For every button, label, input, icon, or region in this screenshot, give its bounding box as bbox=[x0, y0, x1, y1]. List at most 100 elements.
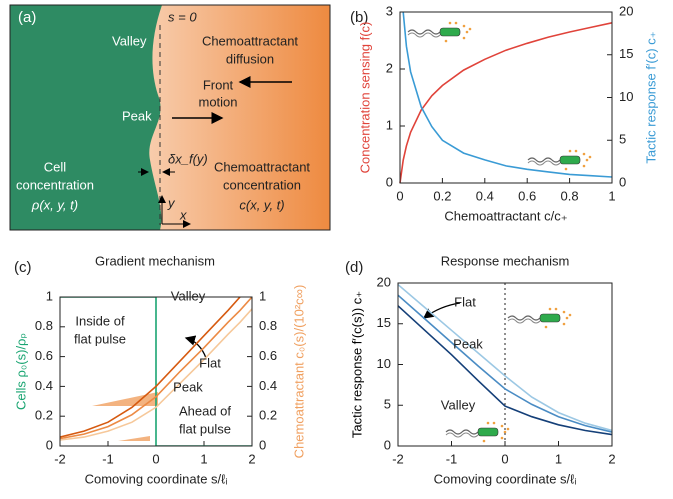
x-tick-label: 1 bbox=[555, 451, 562, 466]
plot-frame bbox=[397, 282, 613, 447]
x-axis-label: Chemoattractant c/c₊ bbox=[444, 208, 567, 223]
panel-label: (b) bbox=[350, 9, 368, 26]
y2-tick-label: 10 bbox=[619, 89, 633, 104]
line-series bbox=[60, 297, 241, 438]
x-tick-label: -1 bbox=[446, 451, 458, 466]
y-tick-label: 2 bbox=[386, 60, 393, 75]
chart-title: Response mechanism bbox=[441, 253, 570, 268]
bacterium-icon bbox=[527, 149, 592, 171]
y-tick-label: 0 bbox=[386, 174, 393, 189]
y-tick-label: 0 bbox=[384, 437, 391, 452]
x-tick-label: 0.8 bbox=[561, 188, 579, 203]
text: motion bbox=[198, 94, 237, 109]
x-axis-label: Comoving coordinate s/ℓᵢ bbox=[85, 471, 228, 486]
chart-title: Gradient mechanism bbox=[95, 253, 215, 268]
text: Valley bbox=[112, 33, 147, 48]
panel-a: (a) s = 0 Valley Chemoattractant diffusi… bbox=[9, 4, 331, 231]
bacterium-icon bbox=[445, 421, 510, 443]
y2-tick-label: 0.8 bbox=[259, 318, 277, 333]
x-tick-label: 0 bbox=[501, 451, 508, 466]
y2-tick-label: 1 bbox=[259, 288, 266, 303]
bacterium-icon bbox=[507, 307, 572, 329]
x-tick-label: 2 bbox=[608, 451, 615, 466]
annotation: Peak bbox=[453, 336, 483, 351]
gradient-triangle bbox=[118, 436, 150, 441]
y-axis-label: Concentration sensing f(c) bbox=[357, 22, 372, 174]
annotation: Flat bbox=[454, 294, 476, 309]
cell-region bbox=[10, 5, 162, 230]
y2-axis-label: Tactic response f′(c) c₊ bbox=[643, 31, 658, 163]
y-tick-label: 1 bbox=[386, 117, 393, 132]
y2-tick-label: 0 bbox=[259, 437, 266, 452]
x-tick-label: 0 bbox=[396, 188, 403, 203]
x-tick-label: 0.4 bbox=[476, 188, 494, 203]
line-series bbox=[398, 305, 612, 436]
x-tick-label: 1 bbox=[200, 451, 207, 466]
x-tick-label: -1 bbox=[102, 451, 114, 466]
text: concentration bbox=[16, 177, 94, 192]
panel-label: (a) bbox=[18, 9, 36, 26]
x-tick-label: -2 bbox=[392, 451, 404, 466]
text: Cell bbox=[44, 159, 67, 174]
line-series bbox=[60, 308, 252, 441]
text: ρ(x, y, t) bbox=[31, 197, 78, 212]
y2-tick-label: 20 bbox=[619, 3, 633, 18]
y-tick-label: 0 bbox=[46, 437, 53, 452]
text: δx_f(y) bbox=[168, 151, 208, 166]
panel-label: (c) bbox=[14, 259, 32, 276]
x-tick-label: -2 bbox=[54, 451, 66, 466]
text: c(x, y, t) bbox=[239, 197, 284, 212]
frame bbox=[9, 4, 331, 231]
text: s = 0 bbox=[168, 9, 197, 24]
text: diffusion bbox=[226, 51, 274, 66]
plot-frame bbox=[399, 11, 613, 184]
annotation: Inside of bbox=[75, 313, 125, 328]
annotation: Flat bbox=[199, 355, 221, 370]
x-tick-label: 0.2 bbox=[433, 188, 451, 203]
text: concentration bbox=[223, 177, 301, 192]
annotation: flat pulse bbox=[74, 331, 126, 346]
line-series bbox=[398, 294, 612, 433]
line-series bbox=[402, 11, 613, 178]
annotation: Valley bbox=[441, 397, 476, 412]
y-tick-label: 10 bbox=[377, 356, 391, 371]
y-tick-label: 20 bbox=[377, 274, 391, 289]
x-axis-label: Comoving coordinate s/ℓᵢ bbox=[434, 471, 577, 486]
y-tick-label: 0.6 bbox=[35, 348, 53, 363]
y-axis-label: Tactic response f′(c(s)) c₊ bbox=[349, 291, 364, 438]
text: Chemoattractant bbox=[202, 33, 298, 48]
arrow bbox=[422, 302, 461, 319]
y2-tick-label: 5 bbox=[619, 132, 626, 147]
line-series bbox=[60, 297, 252, 446]
x-tick-label: 0.6 bbox=[518, 188, 536, 203]
y2-tick-label: 15 bbox=[619, 46, 633, 61]
gradient-triangle bbox=[92, 392, 158, 406]
y-tick-label: 0.4 bbox=[35, 378, 53, 393]
y-tick-label: 0.8 bbox=[35, 318, 53, 333]
text: Chemoattractant bbox=[214, 159, 310, 174]
x-tick-label: 0 bbox=[152, 451, 159, 466]
arrow bbox=[184, 335, 207, 359]
text: Front bbox=[203, 77, 234, 92]
line-series bbox=[399, 22, 613, 184]
annotation: flat pulse bbox=[179, 421, 231, 436]
x-tick-label: 2 bbox=[248, 451, 255, 466]
y-axis-label: Cells ρ₀(s)/ρₚ bbox=[13, 333, 28, 410]
x-tick-label: 1 bbox=[608, 188, 615, 203]
y2-axis-label: Chemoattractant c₀(s)/(10²c∞) bbox=[291, 285, 306, 459]
y-tick-label: 3 bbox=[386, 3, 393, 18]
annotation: Valley bbox=[171, 288, 206, 303]
text: Peak bbox=[122, 108, 152, 123]
panel-label: (d) bbox=[345, 259, 363, 276]
y2-tick-label: 0.6 bbox=[259, 348, 277, 363]
line-series bbox=[398, 283, 612, 432]
y-tick-label: 15 bbox=[377, 315, 391, 330]
y-tick-label: 5 bbox=[384, 397, 391, 412]
annotation: Peak bbox=[173, 379, 203, 394]
y-tick-label: 1 bbox=[46, 288, 53, 303]
bacterium-icon bbox=[407, 21, 472, 43]
plot-frame bbox=[59, 296, 253, 447]
y2-tick-label: 0.2 bbox=[259, 408, 277, 423]
text: x bbox=[179, 207, 187, 222]
